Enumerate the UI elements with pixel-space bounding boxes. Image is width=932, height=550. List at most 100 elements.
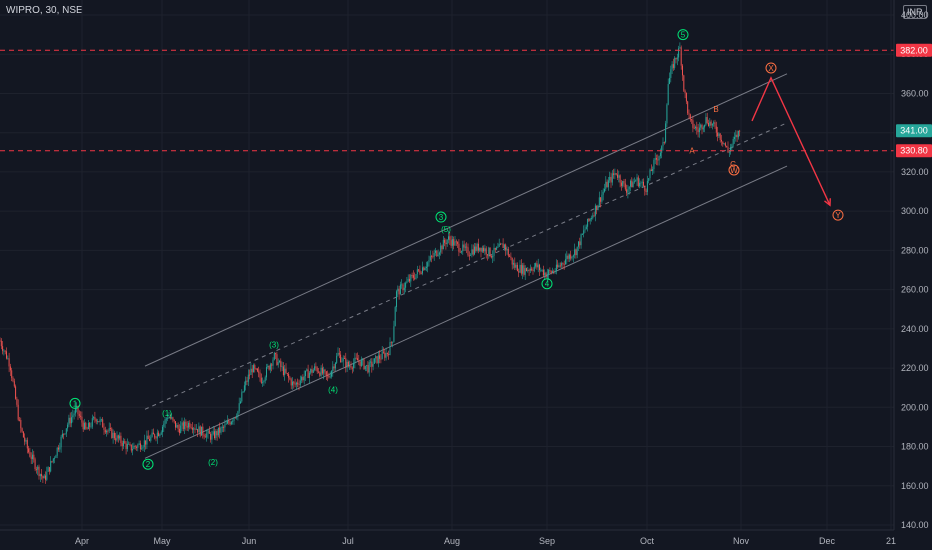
candle-body bbox=[423, 267, 425, 271]
candle-body bbox=[710, 121, 712, 126]
candle-body bbox=[249, 374, 251, 376]
candle-body bbox=[574, 249, 576, 256]
y-tick-label: 220.00 bbox=[901, 363, 929, 373]
candle-body bbox=[711, 123, 713, 126]
candle-body bbox=[613, 173, 615, 175]
candle-body bbox=[513, 263, 514, 265]
candle-body bbox=[72, 415, 74, 418]
currency-button[interactable]: INR bbox=[903, 5, 927, 19]
candle-body bbox=[288, 374, 290, 378]
candle-body bbox=[45, 475, 46, 480]
candle-body bbox=[171, 417, 173, 419]
candle-body bbox=[268, 365, 270, 370]
candle-body bbox=[344, 358, 345, 359]
candle-body bbox=[276, 354, 278, 366]
candle-body bbox=[565, 259, 566, 265]
candle-body bbox=[110, 428, 111, 429]
x-tick-label: Jul bbox=[342, 536, 354, 546]
candle-body bbox=[532, 270, 534, 271]
candle-body bbox=[455, 241, 457, 243]
wave-label-circle bbox=[435, 211, 447, 223]
candle-body bbox=[220, 427, 222, 433]
candle-body bbox=[212, 431, 214, 435]
candle-body bbox=[631, 180, 633, 188]
candle-body bbox=[152, 432, 154, 435]
candle-body bbox=[514, 263, 516, 268]
candle-body bbox=[229, 422, 231, 425]
candle-body bbox=[65, 428, 67, 434]
candle-body bbox=[648, 178, 650, 181]
candle-body bbox=[393, 326, 395, 342]
candle-body bbox=[600, 197, 602, 202]
candle-body bbox=[225, 423, 227, 425]
candle-body bbox=[731, 144, 733, 148]
candle-body bbox=[474, 246, 475, 255]
time-axis[interactable]: Apr May Jun Jul Aug Sep Oct Nov Dec 21 bbox=[75, 536, 896, 546]
wave-label: 2 bbox=[146, 460, 151, 469]
candle-body bbox=[99, 419, 101, 422]
candle-body bbox=[587, 218, 589, 227]
candle-body bbox=[550, 270, 552, 273]
candle-body bbox=[640, 182, 642, 184]
candle-body bbox=[693, 127, 695, 129]
candle-body bbox=[427, 262, 429, 267]
candle-body bbox=[448, 236, 449, 240]
x-tick-label: Apr bbox=[75, 536, 89, 546]
candle-body bbox=[41, 474, 43, 477]
candle-body bbox=[25, 440, 27, 442]
candle-body bbox=[358, 360, 360, 362]
candle-body bbox=[364, 365, 366, 370]
channel-mid-line bbox=[144, 122, 788, 410]
projection-arrowhead bbox=[824, 198, 831, 207]
candle-body bbox=[269, 364, 271, 370]
candle-body bbox=[125, 443, 127, 449]
candle-body bbox=[479, 247, 481, 251]
candle-body bbox=[188, 422, 189, 428]
candle-body bbox=[30, 456, 32, 459]
candle-body bbox=[215, 430, 217, 439]
candle-body bbox=[732, 138, 734, 145]
candle-body bbox=[419, 270, 421, 274]
candle-body bbox=[12, 377, 14, 382]
candle-body bbox=[143, 440, 145, 447]
candle-body bbox=[453, 239, 455, 246]
candle-body bbox=[405, 282, 407, 288]
candle-body bbox=[316, 367, 318, 372]
candle-body bbox=[286, 373, 288, 375]
candle-body bbox=[103, 427, 105, 430]
candle-body bbox=[515, 264, 517, 268]
candle-body bbox=[350, 365, 352, 368]
candle-body bbox=[172, 417, 174, 420]
candle-body bbox=[346, 361, 348, 368]
candle-body bbox=[87, 423, 89, 430]
candle-body bbox=[216, 430, 218, 436]
candle-body bbox=[311, 369, 313, 373]
candle-body bbox=[684, 90, 686, 93]
candle-body bbox=[399, 284, 401, 295]
candle-body bbox=[646, 180, 648, 192]
candle-body bbox=[141, 448, 143, 450]
candle-body bbox=[531, 268, 533, 271]
candle-body bbox=[299, 380, 301, 385]
candle-body bbox=[604, 188, 605, 192]
candle-body bbox=[306, 369, 308, 371]
candle-body bbox=[61, 433, 63, 437]
candle-body bbox=[446, 239, 448, 245]
candle-body bbox=[701, 124, 703, 130]
candle-body bbox=[416, 269, 418, 275]
candle-body bbox=[266, 367, 267, 378]
candle-body bbox=[475, 246, 477, 251]
y-tick-label: 180.00 bbox=[901, 442, 929, 452]
price-axis[interactable]: 140.00 160.00 180.00 200.00 220.00 240.00 260.… bbox=[901, 10, 929, 530]
candle-body bbox=[154, 434, 156, 438]
candle-body bbox=[682, 65, 683, 76]
candle-body bbox=[106, 430, 108, 433]
wave-label: (3) bbox=[269, 341, 279, 350]
candle-body bbox=[308, 372, 310, 378]
candle-body bbox=[191, 427, 193, 430]
candle-body bbox=[64, 433, 66, 435]
candle-body bbox=[670, 69, 672, 78]
candle-body bbox=[33, 454, 35, 460]
candle-body bbox=[542, 269, 544, 276]
